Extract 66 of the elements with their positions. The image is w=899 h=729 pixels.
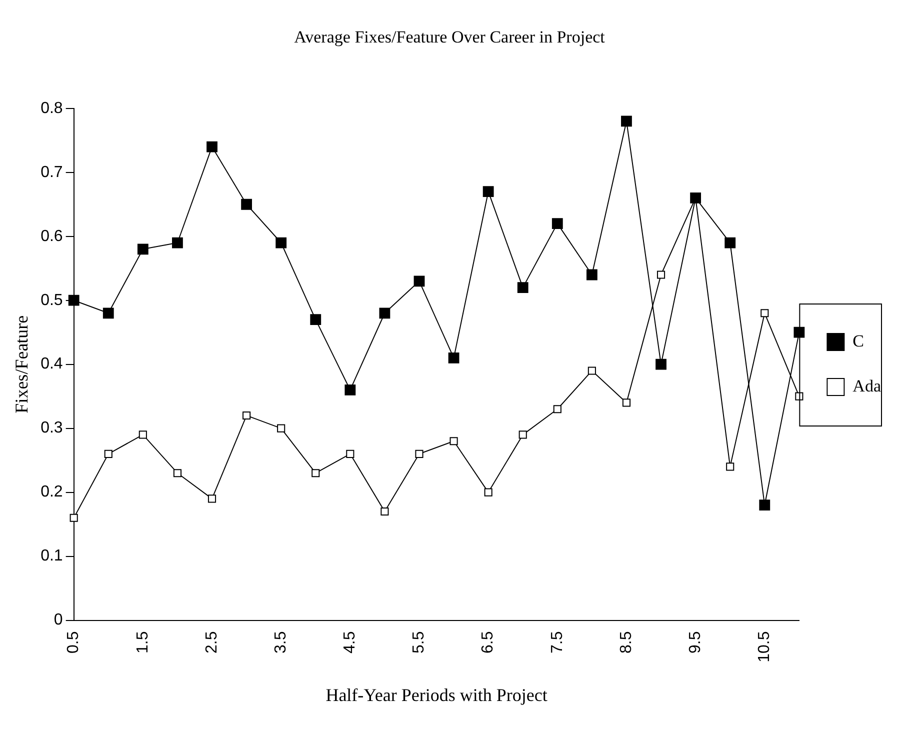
chart-title: Average Fixes/Feature Over Career in Project	[294, 28, 606, 47]
point	[552, 218, 563, 230]
point	[310, 314, 322, 325]
point	[379, 308, 390, 319]
x-tick-label: 2.5	[203, 631, 220, 654]
x-tick-label: 4.5	[342, 631, 359, 654]
y-tick-label: 0.8	[40, 100, 63, 117]
x-tick-label: 1.5	[134, 631, 152, 654]
point	[621, 116, 632, 127]
point	[760, 309, 769, 318]
x-tick-label: 6.5	[480, 631, 497, 654]
point	[70, 514, 78, 522]
point	[726, 462, 734, 471]
point	[276, 237, 287, 248]
y-tick-label: 0.5	[40, 292, 63, 309]
point	[344, 384, 356, 396]
y-tick-label: 0.6	[40, 228, 63, 245]
y-tick-label: 0.4	[40, 356, 63, 373]
point	[312, 469, 320, 478]
point	[104, 450, 112, 458]
y-tick-label: 0.2	[40, 484, 63, 501]
x-tick-label: 0.5	[65, 631, 82, 654]
point	[588, 366, 596, 375]
point	[137, 244, 148, 255]
point	[415, 450, 424, 458]
point	[656, 358, 666, 370]
point	[172, 237, 183, 248]
point	[242, 411, 251, 420]
point	[724, 237, 736, 248]
x-tick-label: 9.5	[686, 631, 704, 654]
point	[277, 424, 286, 432]
point	[450, 437, 458, 446]
point	[346, 450, 354, 458]
point	[484, 488, 492, 496]
point	[138, 430, 147, 439]
x-axis-title: Half-Year Periods with Project	[326, 684, 548, 705]
y-tick-label: 0.7	[40, 164, 63, 181]
legend-label: Ada	[852, 376, 882, 396]
y-axis-title: Fixes/Feature	[12, 315, 32, 414]
point	[656, 270, 666, 279]
y-tick-label: 0	[54, 612, 63, 629]
point	[518, 430, 527, 439]
point	[482, 186, 494, 198]
point	[759, 500, 770, 511]
point	[517, 282, 528, 293]
point	[102, 308, 114, 319]
y-tick-label: 0.1	[40, 548, 63, 565]
point	[794, 326, 805, 338]
x-tick-label: 8.5	[618, 631, 635, 654]
point	[241, 198, 252, 210]
y-tick-label: 0.3	[40, 420, 63, 437]
point	[414, 276, 425, 287]
point	[553, 405, 562, 414]
x-tick-label: 7.5	[548, 631, 566, 654]
point	[68, 294, 80, 306]
point	[380, 507, 389, 516]
point	[448, 352, 460, 364]
point	[586, 269, 598, 280]
x-tick-label: 5.5	[410, 631, 428, 654]
x-tick-label: 3.5	[272, 631, 290, 654]
legend-label: C	[852, 331, 864, 350]
point	[208, 494, 216, 503]
point	[622, 398, 631, 407]
point	[173, 469, 182, 478]
point	[206, 141, 218, 152]
x-tick-label: 10.5	[756, 631, 774, 662]
